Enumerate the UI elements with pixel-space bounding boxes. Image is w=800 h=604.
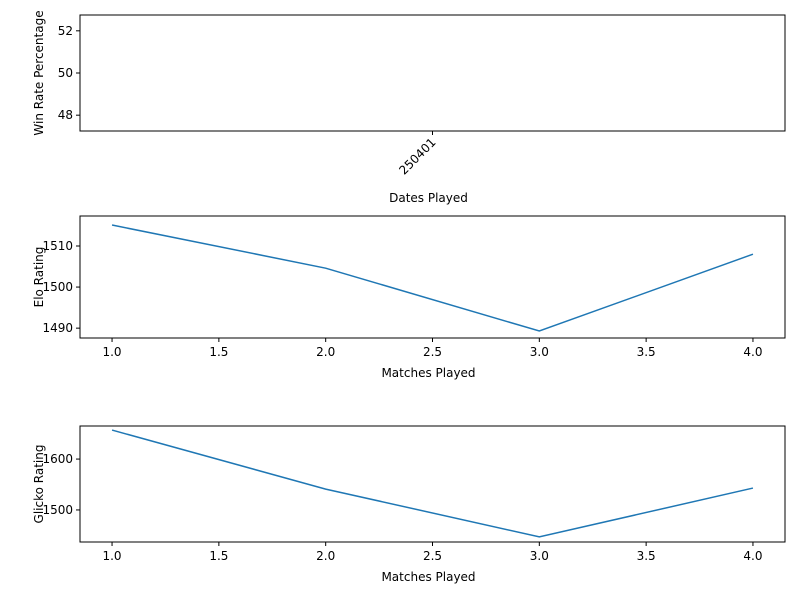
y-axis-label: Elo Rating [32,247,46,308]
plot-frame [79,425,786,543]
x-axis-label: Matches Played [381,366,475,380]
x-axis-label: Matches Played [381,570,475,584]
y-tick-label: 1500 [42,280,73,294]
x-tick-label: 3.0 [530,549,549,563]
x-tick-label: 1.0 [102,549,121,563]
x-tick-label: 3.5 [637,549,656,563]
plot-frame [79,14,786,132]
x-tick-label: 1.5 [209,549,228,563]
x-tick-label: 1.0 [102,345,121,359]
y-tick-label: 1500 [42,503,73,517]
x-tick-label: 2.5 [423,345,442,359]
x-axis-label: Dates Played [389,191,468,205]
y-axis-label: Win Rate Percentage [32,10,46,135]
y-tick-label: 50 [58,66,73,80]
x-tick-label: 4.0 [743,549,762,563]
y-tick-label: 52 [58,24,73,38]
x-tick-label: 250401 [396,135,438,177]
y-tick-label: 1600 [42,452,73,466]
x-tick-label: 1.5 [209,345,228,359]
data-line [111,224,754,332]
y-axis-label: Glicko Rating [32,445,46,524]
y-tick-label: 1490 [42,321,73,335]
x-tick-label: 2.5 [423,549,442,563]
y-tick-label: 1510 [42,239,73,253]
x-tick-label: 2.0 [316,549,335,563]
x-tick-label: 3.0 [530,345,549,359]
data-line [111,429,754,538]
plot-frame [79,215,786,339]
x-tick-label: 2.0 [316,345,335,359]
x-tick-label: 4.0 [743,345,762,359]
y-tick-label: 48 [58,108,73,122]
x-tick-label: 3.5 [637,345,656,359]
